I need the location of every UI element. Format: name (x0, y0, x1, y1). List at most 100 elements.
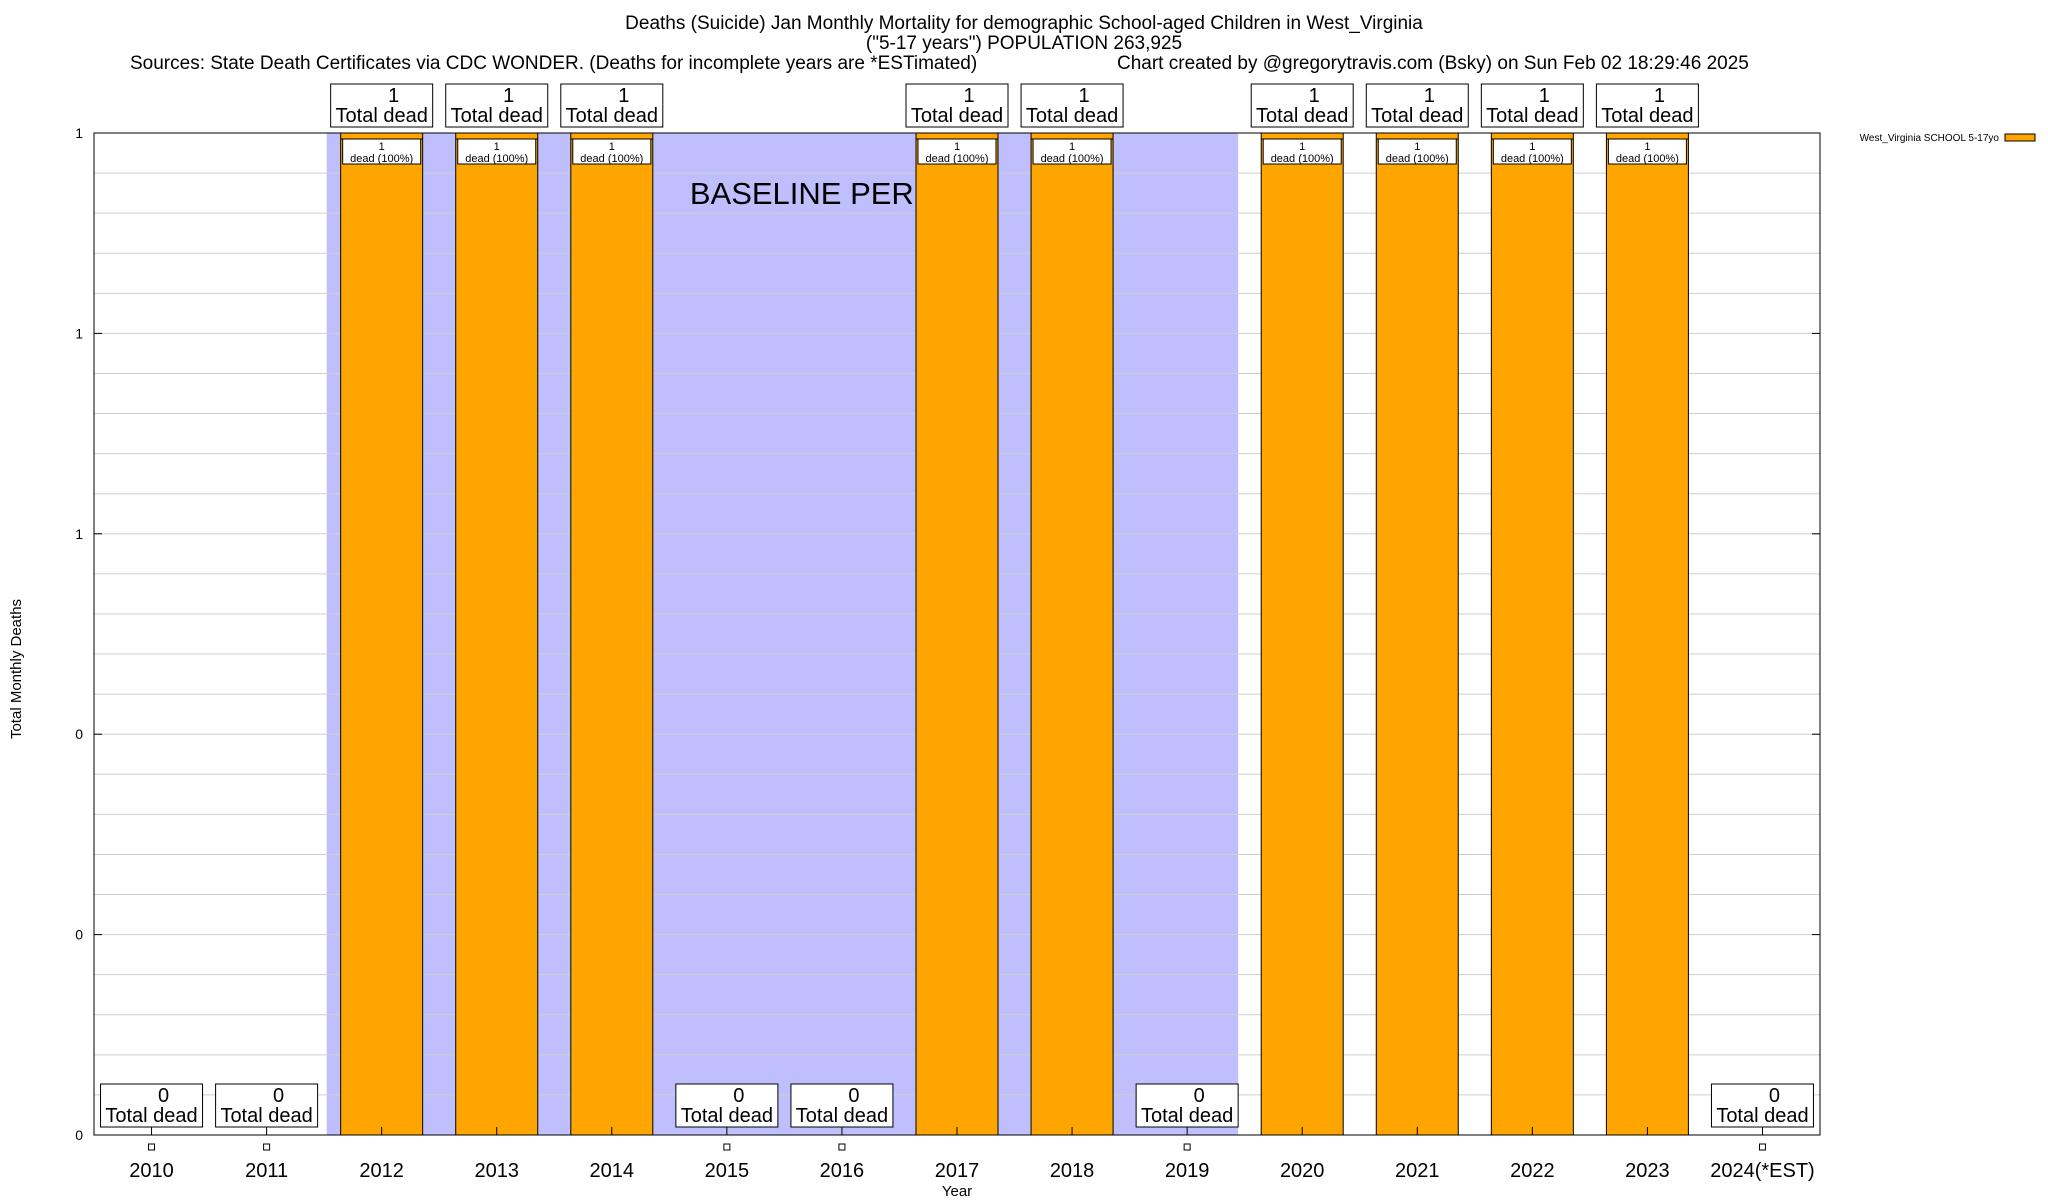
total-label-box (1020, 83, 1124, 128)
total-label-count: 1 (618, 85, 629, 107)
total-label-text: Total dead (220, 1105, 312, 1127)
x-axis-label: Year (942, 1183, 972, 1200)
bar-label-box (917, 138, 997, 165)
x-tick-label: 2017 (935, 1160, 980, 1182)
x-tick-label: 2013 (474, 1160, 519, 1182)
bar-label-count: 1 (494, 141, 500, 153)
total-label-box (445, 83, 549, 128)
zero-marker (148, 1143, 156, 1151)
bar-label-percent: dead (100%) (580, 153, 643, 165)
bar-label-count: 1 (609, 141, 615, 153)
bar-label-count: 1 (1069, 141, 1075, 153)
chart-subtitle: ("5-17 years") POPULATION 263,925 (865, 33, 1183, 54)
total-label-text: Total dead (1026, 105, 1118, 127)
total-label-count: 0 (1194, 1085, 1205, 1107)
x-tick-label: 2011 (245, 1160, 288, 1182)
zero-marker (838, 1143, 846, 1151)
bar-label-count: 1 (1529, 141, 1535, 153)
bar (1030, 132, 1114, 1136)
total-label-text: Total dead (681, 1105, 773, 1127)
bar (340, 132, 424, 1136)
total-label-text: Total dead (566, 105, 658, 127)
total-label-box (1250, 83, 1354, 128)
bar (1605, 132, 1689, 1136)
x-tick-label: 2020 (1280, 1160, 1325, 1182)
bar-label-percent: dead (100%) (1501, 153, 1564, 165)
x-tick-label: 2019 (1165, 1160, 1210, 1182)
x-tick-label: 2018 (1050, 1160, 1095, 1182)
total-label-box (330, 83, 434, 128)
bar-label-count: 1 (954, 141, 960, 153)
x-tick-label: 2023 (1625, 1160, 1670, 1182)
total-label-count: 0 (273, 1085, 284, 1107)
y-tick-label: 0 (75, 1127, 83, 1143)
y-tick-label: 1 (75, 526, 83, 542)
total-label-text: Total dead (1601, 105, 1693, 127)
total-label-text: Total dead (1256, 105, 1348, 127)
sources-note: Sources: State Death Certificates via CD… (130, 53, 978, 74)
bar-label-percent: dead (100%) (465, 153, 528, 165)
total-label-count: 1 (1424, 85, 1435, 107)
x-tick-label: 2012 (359, 1160, 404, 1182)
bar (570, 132, 654, 1136)
total-label-text: Total dead (1141, 1105, 1233, 1127)
bar-label-box (1607, 138, 1687, 165)
y-tick-label: 0 (75, 726, 83, 742)
total-label-box (1710, 1083, 1814, 1128)
zero-marker (1183, 1143, 1191, 1151)
bar-label-box (572, 138, 652, 165)
total-label-count: 0 (733, 1085, 744, 1107)
total-label-text: Total dead (336, 105, 428, 127)
zero-marker (263, 1143, 271, 1151)
total-label-text: Total dead (911, 105, 1003, 127)
total-label-count: 1 (1654, 85, 1665, 107)
total-label-box (1135, 1083, 1239, 1128)
total-label-text: Total dead (451, 105, 543, 127)
total-label-count: 0 (158, 1085, 169, 1107)
total-label-box (1595, 83, 1699, 128)
x-tick-label: 2021 (1395, 1160, 1440, 1182)
legend-label: West_Virginia SCHOOL 5-17yo (1860, 133, 2000, 144)
total-label-box (560, 83, 664, 128)
y-tick-label: 1 (75, 125, 83, 141)
x-tick-label: 2022 (1510, 1160, 1555, 1182)
bar-label-percent: dead (100%) (926, 153, 989, 165)
total-label-count: 1 (1079, 85, 1090, 107)
total-label-text: Total dead (105, 1105, 197, 1127)
y-tick-label: 1 (75, 325, 83, 341)
total-label-count: 1 (1539, 85, 1550, 107)
bar-label-percent: dead (100%) (350, 153, 413, 165)
bar-label-box (1492, 138, 1572, 165)
bar-label-percent: dead (100%) (1616, 153, 1679, 165)
total-label-count: 1 (503, 85, 514, 107)
bar-label-box (1032, 138, 1112, 165)
bar (1490, 132, 1574, 1136)
total-label-count: 0 (1769, 1085, 1780, 1107)
total-label-text: Total dead (1716, 1105, 1808, 1127)
bar (915, 132, 999, 1136)
total-label-text: Total dead (796, 1105, 888, 1127)
bar-label-box (1262, 138, 1342, 165)
y-axis-label: Total Monthly Deaths (8, 599, 25, 739)
bar-label-count: 1 (1414, 141, 1420, 153)
bar-label-percent: dead (100%) (1041, 153, 1104, 165)
total-label-box (1480, 83, 1584, 128)
legend-swatch (2004, 133, 2036, 142)
total-label-text: Total dead (1486, 105, 1578, 127)
x-tick-label: 2010 (129, 1160, 174, 1182)
zero-marker (723, 1143, 731, 1151)
bar (1375, 132, 1459, 1136)
chart-title: Deaths (Suicide) Jan Monthly Mortality f… (625, 13, 1423, 34)
total-label-count: 1 (963, 85, 974, 107)
total-label-count: 1 (1309, 85, 1320, 107)
total-label-box (905, 83, 1009, 128)
total-label-box (790, 1083, 894, 1128)
bar-label-count: 1 (1644, 141, 1650, 153)
bar-label-box (1377, 138, 1457, 165)
chart-credit: Chart created by @gregorytravis.com (Bsk… (1117, 53, 1749, 74)
bar (455, 132, 539, 1136)
bar-label-count: 1 (379, 141, 385, 153)
x-tick-label: 2014 (590, 1160, 635, 1182)
total-label-count: 1 (388, 85, 399, 107)
bar-label-box (342, 138, 422, 165)
